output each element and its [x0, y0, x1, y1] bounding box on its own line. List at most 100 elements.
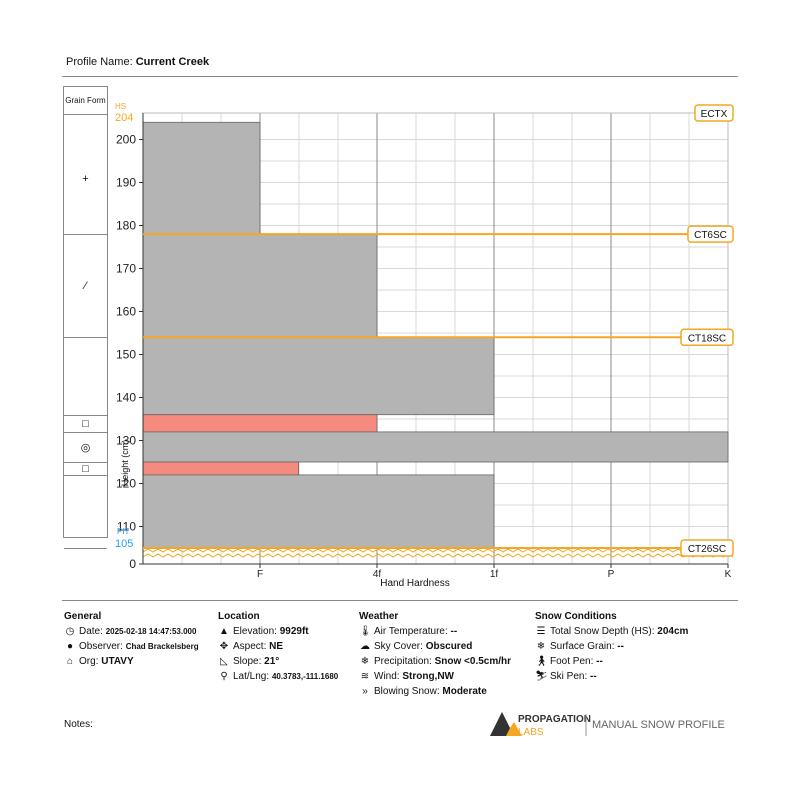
- person-icon: ●: [66, 641, 74, 652]
- location-heading: Location: [218, 611, 260, 622]
- test-label: CT18SC: [688, 333, 726, 344]
- sky-row: ☁ Sky Cover: Obscured: [359, 639, 511, 654]
- aspect-label: Aspect:: [233, 641, 267, 652]
- wind-value: Strong,NW: [402, 671, 454, 682]
- y-tick-label: 110: [117, 520, 136, 534]
- double-chevron-icon: »: [362, 686, 368, 697]
- grain-form-cell: [64, 338, 107, 416]
- header-divider: [62, 76, 738, 77]
- snow-layer-bar: [142, 233, 378, 338]
- snow-depth-label: Total Snow Depth (HS):: [550, 626, 655, 637]
- precip-value: Snow <0.5cm/hr: [434, 656, 512, 667]
- grain-form-cell: □: [64, 416, 107, 433]
- air-temp-label: Air Temperature:: [374, 626, 448, 637]
- hs-label: HS: [115, 102, 126, 111]
- test-label: ECTX: [701, 109, 728, 120]
- grain-form-cell: [64, 476, 107, 549]
- footer-divider: [62, 600, 738, 601]
- y-tick-label: 180: [116, 219, 136, 233]
- snow-conditions-heading: Snow Conditions: [535, 611, 617, 622]
- foot-pen-row: 🚶︎ Foot Pen: --: [535, 654, 688, 669]
- date-label: Date:: [79, 626, 103, 637]
- brand-line1: PROPAGATION: [518, 714, 591, 725]
- sky-value: Obscured: [425, 641, 473, 652]
- ground-zigzag-bottom: [142, 553, 734, 558]
- slope-label: Slope:: [233, 656, 262, 667]
- snow-layer-bar: [142, 431, 729, 463]
- org-value: UTAVY: [101, 656, 134, 667]
- latlng-value: 40.3783,-111.1680: [271, 672, 339, 681]
- foot-pen-label: Foot Pen:: [550, 656, 594, 667]
- precip-label: Precipitation:: [374, 656, 432, 667]
- pit-label: PIT: [117, 527, 130, 536]
- snow-layer-bar: [142, 414, 378, 433]
- snow-depth-value: 204cm: [657, 626, 689, 637]
- notes-label: Notes:: [64, 719, 93, 730]
- cloud-icon: ☁: [360, 641, 370, 652]
- wind-label: Wind:: [374, 671, 400, 682]
- y-tick-label: 140: [116, 391, 136, 405]
- ski-pen-label: Ski Pen:: [550, 671, 588, 682]
- general-section: General ◷ Date: 2025-02-18 14:47:53.000 …: [64, 609, 199, 669]
- y-tick-label: 200: [116, 133, 136, 147]
- compass-icon: ✥: [219, 641, 229, 652]
- y-tick-label: 190: [116, 176, 136, 190]
- x-tick-label: K: [725, 569, 732, 580]
- elevation-label: Elevation:: [233, 626, 277, 637]
- aspect-value: NE: [269, 641, 284, 652]
- grain-form-cell: ◎: [64, 433, 107, 463]
- grain-form-cell: ⁄: [64, 235, 107, 339]
- test-label: CT26SC: [688, 544, 726, 555]
- x-axis-label: Hand Hardness: [380, 578, 449, 589]
- weather-section: Weather 🌡︎ Air Temperature: -- ☁ Sky Cov…: [359, 609, 511, 699]
- profile-name: Profile Name: Current Creek: [66, 56, 209, 68]
- snow-layer-bar: [142, 336, 495, 416]
- air-temp-row: 🌡︎ Air Temperature: --: [359, 624, 511, 639]
- wind-row: ≋ Wind: Strong,NW: [359, 669, 511, 684]
- y-tick-label: 150: [116, 348, 136, 362]
- slope-row: ◺ Slope: 21°: [218, 654, 338, 669]
- y-tick-label: 130: [116, 434, 136, 448]
- snow-layer-bar: [142, 461, 300, 476]
- observer-value: Chad Brackelsberg: [125, 642, 199, 651]
- latlng-label: Lat/Lng:: [233, 671, 270, 682]
- test-label-box: [694, 104, 734, 122]
- test-label-box: [687, 225, 734, 243]
- precip-row: ❄ Precipitation: Snow <0.5cm/hr: [359, 654, 511, 669]
- snow-conditions-section: Snow Conditions ☰ Total Snow Depth (HS):…: [535, 609, 688, 684]
- date-row: ◷ Date: 2025-02-18 14:47:53.000: [64, 624, 199, 639]
- surface-grain-value: --: [617, 641, 624, 652]
- profile-name-value: Current Creek: [135, 56, 210, 68]
- y-tick-label: 160: [116, 305, 136, 319]
- observer-row: ● Observer: Chad Brackelsberg: [64, 639, 199, 654]
- x-tick-label: 1f: [490, 569, 499, 580]
- clock-icon: ◷: [65, 626, 75, 637]
- surface-grain-row: ❄ Surface Grain: --: [535, 639, 688, 654]
- blowing-snow-label: Blowing Snow:: [374, 686, 440, 697]
- date-value: 2025-02-18 14:47:53.000: [105, 627, 197, 636]
- x-tick-label: 4f: [373, 569, 382, 580]
- location-section: Location ▲ Elevation: 9929ft ✥ Aspect: N…: [218, 609, 338, 684]
- home-icon: ⌂: [66, 656, 74, 667]
- logo-mountain-shadow: [490, 712, 510, 736]
- slope-value: 21°: [264, 656, 280, 667]
- y-tick-label: 170: [116, 262, 136, 276]
- sky-label: Sky Cover:: [374, 641, 423, 652]
- profile-name-label: Profile Name:: [66, 56, 133, 68]
- latlng-row: ⚲ Lat/Lng: 40.3783,-111.1680: [218, 669, 338, 684]
- ground-zigzag-top: [142, 548, 734, 553]
- surface-grain-label: Surface Grain:: [550, 641, 615, 652]
- observer-label: Observer:: [79, 641, 123, 652]
- y-tick-label: 120: [116, 477, 136, 491]
- test-label: CT6SC: [694, 230, 727, 241]
- general-heading: General: [64, 611, 102, 622]
- grain-form-cell: □: [64, 463, 107, 476]
- snow-depth-row: ☰ Total Snow Depth (HS): 204cm: [535, 624, 689, 639]
- snow-profile-chart: 0 110 120 130 140 150 160 170 180 190 200 F 4f 1f P K E…: [115, 102, 734, 589]
- grain-form-cell: +: [64, 123, 107, 236]
- blowing-snow-value: Moderate: [442, 686, 487, 697]
- y-tick-label: 0: [129, 557, 136, 571]
- grain-form-header: Grain Form: [64, 87, 107, 115]
- y-axis-label: Height (cm): [120, 440, 130, 487]
- ski-pen-value: --: [590, 671, 597, 682]
